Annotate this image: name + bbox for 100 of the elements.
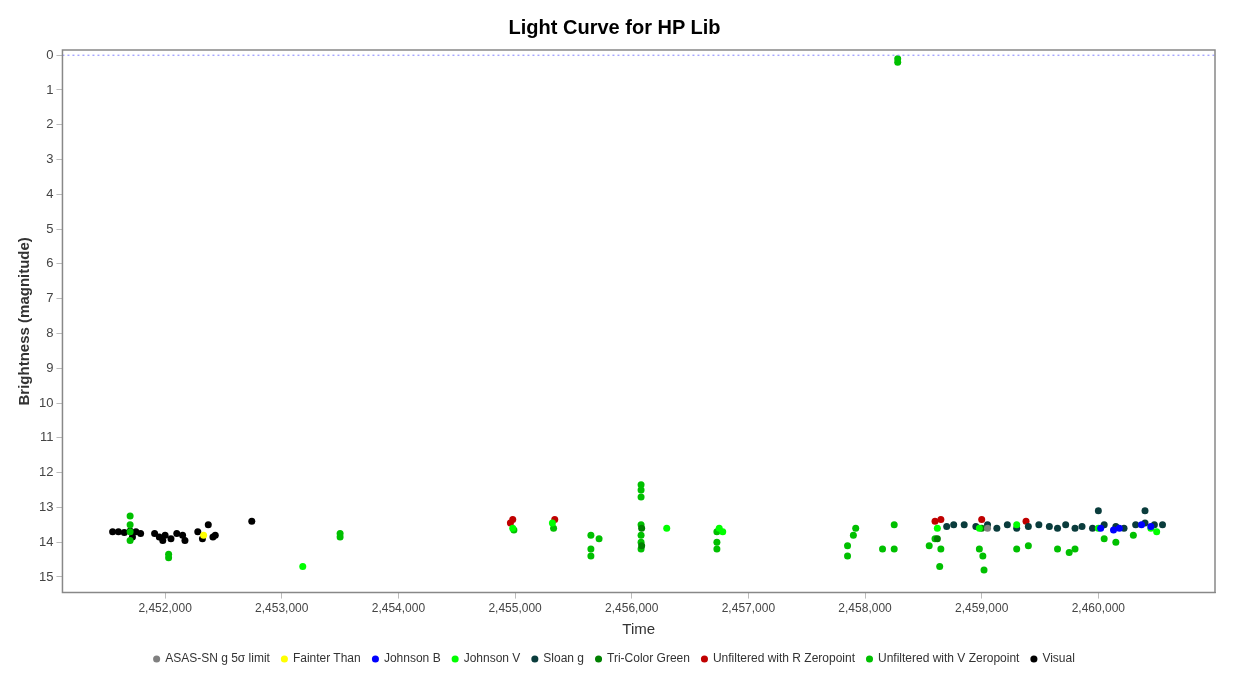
point [1132,521,1140,529]
point [637,486,645,494]
point [844,542,852,550]
point [849,531,857,539]
y-tick-label: 8 [46,325,54,341]
point [181,536,189,544]
point [126,512,134,520]
point [1153,528,1161,536]
x-tick-label: 2,459,000 [955,601,1009,616]
y-tick-label: 10 [38,394,54,410]
point [978,516,986,524]
point [1045,523,1053,531]
point [167,535,175,543]
point [1112,538,1120,546]
point [937,545,945,553]
x-tick-label: 2,457,000 [721,601,776,616]
point [1013,545,1021,553]
point [852,524,860,532]
point [937,516,945,524]
point [1065,549,1073,557]
y-tick-label: 7 [46,290,54,306]
point [1071,545,1079,553]
point [890,545,898,553]
point [1062,521,1070,529]
point [151,529,159,537]
legend-label: ASAS-SN g 5σ limit [165,651,271,666]
y-tick-label: 4 [46,185,54,201]
y-tick-label: 5 [46,220,54,236]
point [1159,521,1167,529]
point [126,521,134,529]
point [137,529,145,537]
point [1054,524,1062,532]
y-tick-label: 13 [38,498,54,514]
point [1071,524,1079,532]
point [1003,521,1011,529]
y-axis-title: Brightness (magnitude) [15,237,33,406]
y-tick-label: 15 [38,568,54,584]
legend-label: Visual [1042,651,1075,666]
point [1054,545,1062,553]
point [1024,523,1032,531]
point [637,531,645,539]
point [1110,526,1118,534]
x-tick-label: 2,455,000 [488,601,543,616]
x-tick-label: 2,454,000 [371,601,426,616]
point [1024,542,1032,550]
point [587,545,595,553]
point [165,554,173,562]
point [109,528,117,536]
point [979,552,987,560]
x-tick-label: 2,460,000 [1071,601,1126,616]
legend-label: Fainter Than [292,651,361,666]
point [844,552,852,560]
point [637,493,645,501]
point [1100,535,1108,543]
point [950,521,958,529]
point [1078,523,1086,531]
point [663,524,671,532]
y-tick-label: 1 [46,81,54,97]
point [879,545,887,553]
point [159,536,167,544]
x-tick-label: 2,456,000 [605,601,659,616]
x-tick-label: 2,453,000 [255,601,309,616]
legend-label: Unfiltered with V Zeropoint [878,651,1021,666]
legend-label: Sloan g [543,651,585,666]
point [975,545,983,553]
point [200,531,208,539]
point [1141,507,1149,515]
point [943,523,951,531]
point [1035,521,1043,529]
x-tick-label: 2,452,000 [138,601,193,616]
legend-label: Johnson V [463,651,521,666]
x-axis-title: Time [622,620,656,638]
chart-title: Light Curve for HP Lib [508,15,721,38]
legend-label: Unfiltered with R Zeropoint [712,651,856,666]
y-tick-label: 11 [39,429,54,445]
legend-label: Tri-Color Green [607,651,690,666]
point [719,528,727,536]
y-tick-label: 6 [46,255,54,271]
point [587,531,595,539]
point [120,528,128,536]
point [925,542,933,550]
legend-label: Johnson B [383,651,441,666]
point [114,528,122,536]
point [1094,507,1102,515]
point [931,517,939,525]
y-tick-label: 14 [38,533,54,549]
point [173,529,181,537]
y-tick-label: 9 [46,359,54,375]
point [587,552,595,560]
y-tick-label: 3 [46,151,54,167]
x-tick-label: 2,458,000 [838,601,893,616]
point [1129,531,1137,539]
point [993,524,1001,532]
point [194,528,202,536]
point [933,524,941,532]
point [713,545,721,553]
point [1089,524,1097,532]
point [204,521,212,529]
y-tick-label: 0 [46,46,54,62]
point [595,535,603,543]
